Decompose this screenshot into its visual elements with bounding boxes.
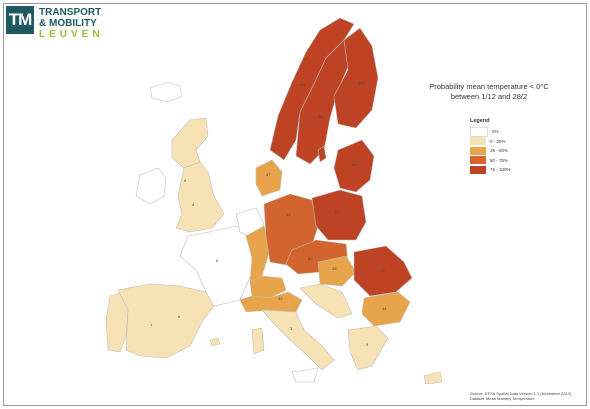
legend: Legend 0% 0 - 25% 25 - 50% 50 - 75% 75 -… — [470, 118, 550, 175]
region-label: 9 — [366, 342, 369, 347]
region-italy — [261, 309, 335, 371]
legend-label: 0 - 25% — [490, 138, 506, 144]
region-label: 79 — [380, 268, 385, 273]
legend-item: 25 - 50% — [470, 146, 550, 156]
legend-title: Legend — [470, 118, 490, 124]
region-england — [175, 161, 225, 233]
region-hungary — [317, 255, 357, 287]
region-iceland — [149, 81, 183, 103]
region-label: 39 — [278, 296, 283, 301]
region-finland — [333, 27, 379, 129]
region-france — [179, 225, 257, 307]
map-title: Probability mean temperature < 0°C betwe… — [414, 82, 564, 102]
region-cyprus — [423, 371, 443, 385]
region-croatia — [299, 283, 353, 319]
legend-item: 0% — [470, 126, 550, 137]
region-label: 35 — [332, 266, 337, 271]
region-bulgaria — [361, 291, 411, 327]
region-label: 85 — [352, 162, 357, 167]
source-line-1: Source: EFSA Spatial Data Version 1.1 (N… — [470, 391, 572, 396]
region-balearic — [209, 337, 221, 347]
region-label: 77 — [334, 210, 339, 215]
region-label: 96 — [318, 114, 323, 119]
legend-swatch — [470, 165, 486, 174]
logo-line-2: & MOBILITY — [39, 18, 97, 29]
region-number-labels: 6 4 1 8 8 39 3 47 53 77 62 35 79 44 9 96… — [150, 80, 387, 347]
logo-mark: TM — [6, 6, 34, 34]
region-label: 44 — [382, 306, 387, 311]
legend-label: 0% — [492, 129, 499, 135]
map-title-line-1: Probability mean temperature < 0°C — [429, 82, 549, 91]
logo-line-3: LEUVEN — [39, 29, 104, 40]
legend-swatch — [470, 146, 486, 155]
region-gotland — [317, 145, 327, 163]
source-note: Source: EFSA Spatial Data Version 1.1 (N… — [470, 391, 571, 401]
region-norway — [269, 17, 355, 161]
region-label: 8 — [216, 258, 219, 263]
region-romania — [353, 245, 413, 297]
logo-line-1: TRANSPORT — [39, 7, 102, 18]
region-baltics — [333, 139, 375, 193]
legend-swatch — [470, 156, 486, 165]
legend-swatch — [470, 126, 488, 137]
legend-label: 75 - 100% — [490, 167, 511, 173]
legend-label: 50 - 75% — [490, 157, 509, 163]
region-spain — [117, 283, 215, 359]
source-line-2: Dataset: Mean Monthly Temperature — [470, 396, 535, 401]
region-scotland — [171, 117, 209, 169]
region-ireland — [135, 167, 167, 205]
region-label: 6 — [184, 178, 187, 183]
region-label: 62 — [308, 256, 313, 261]
region-label: 100 — [358, 80, 365, 85]
region-label: 8 — [178, 314, 181, 319]
region-label: 98 — [300, 82, 305, 87]
legend-label: 25 - 50% — [490, 148, 509, 154]
map-title-line-2: between 1/12 and 28/2 — [450, 92, 528, 101]
region-poland — [311, 189, 367, 241]
legend-item: 75 - 100% — [470, 165, 550, 175]
legend-item: 0 - 25% — [470, 137, 550, 147]
region-north-italy — [239, 291, 303, 313]
legend-item: 50 - 75% — [470, 156, 550, 166]
region-sardinia — [251, 327, 265, 355]
region-label: 1 — [150, 322, 153, 327]
region-label: 4 — [192, 202, 195, 207]
region-label: 3 — [290, 326, 293, 331]
region-greece — [347, 325, 389, 371]
region-label: 53 — [286, 212, 291, 217]
transport-mobility-leuven-logo: TM TRANSPORT & MOBILITY LEUVEN — [6, 4, 126, 44]
region-sicily — [291, 367, 319, 383]
legend-swatch — [470, 137, 486, 146]
region-denmark — [255, 159, 283, 197]
region-label: 47 — [266, 172, 271, 177]
